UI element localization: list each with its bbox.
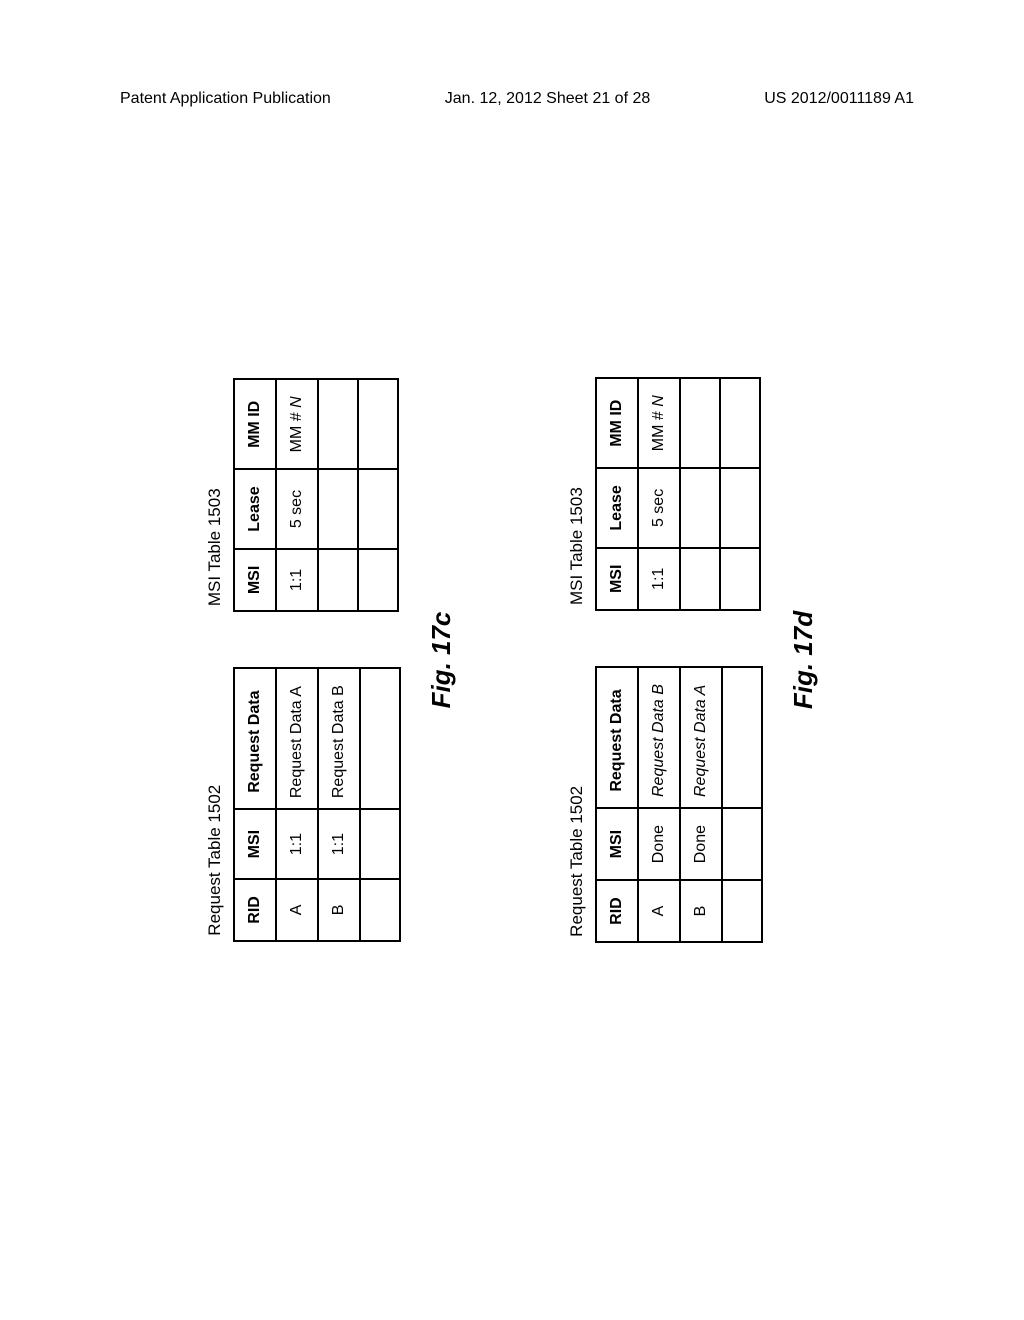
cell-mmid: MM # N bbox=[276, 379, 318, 469]
table-row: B Done Request Data A bbox=[680, 667, 722, 942]
table-row-empty bbox=[318, 379, 358, 611]
msi-table-title-c: MSI Table 1503 bbox=[205, 378, 225, 612]
figure-label-d: Fig. 17d bbox=[788, 611, 819, 709]
cell-empty bbox=[318, 379, 358, 469]
cell-empty bbox=[360, 879, 400, 941]
table-row: A 1:1 Request Data A bbox=[276, 668, 318, 941]
tables-row-c: Request Table 1502 RID MSI Request Data … bbox=[205, 378, 401, 941]
table-row: A Done Request Data B bbox=[638, 667, 680, 942]
msi-table-c: MSI Lease MM ID 1:1 5 sec MM # N bbox=[233, 378, 399, 612]
msi-table-title-d: MSI Table 1503 bbox=[567, 377, 587, 611]
cell-empty bbox=[680, 468, 720, 547]
cell-rid: A bbox=[276, 879, 318, 941]
cell-msi: Done bbox=[680, 808, 722, 880]
cell-data: Request Data A bbox=[680, 667, 722, 808]
cell-empty bbox=[722, 880, 762, 942]
table-header-row: MSI Lease MM ID bbox=[596, 378, 638, 610]
cell-msi: 1:1 bbox=[318, 809, 360, 879]
cell-empty bbox=[318, 469, 358, 548]
cell-empty bbox=[358, 379, 398, 469]
msi-table-group-d: MSI Table 1503 MSI Lease MM ID 1:1 bbox=[567, 377, 761, 611]
request-table-d: RID MSI Request Data A Done Request Data… bbox=[595, 666, 763, 943]
table-row-empty bbox=[720, 378, 760, 610]
col-request-data: Request Data bbox=[234, 668, 276, 809]
table-header-row: RID MSI Request Data bbox=[596, 667, 638, 942]
figure-label-c: Fig. 17c bbox=[426, 612, 457, 709]
header-left: Patent Application Publication bbox=[120, 90, 331, 108]
table-row: 1:1 5 sec MM # N bbox=[638, 378, 680, 610]
request-table-group-c: Request Table 1502 RID MSI Request Data … bbox=[205, 667, 401, 942]
cell-data: Request Data B bbox=[318, 668, 360, 809]
col-lease: Lease bbox=[596, 468, 638, 547]
cell-mmid: MM # N bbox=[638, 378, 680, 468]
header-right: US 2012/0011189 A1 bbox=[764, 90, 914, 108]
col-msi: MSI bbox=[596, 548, 638, 610]
col-msi: MSI bbox=[234, 549, 276, 611]
cell-empty bbox=[360, 809, 400, 879]
cell-rid: B bbox=[318, 879, 360, 941]
msi-table-d: MSI Lease MM ID 1:1 5 sec MM # N bbox=[595, 377, 761, 611]
col-msi: MSI bbox=[596, 808, 638, 880]
figure-17d: Request Table 1502 RID MSI Request Data … bbox=[567, 210, 819, 1110]
request-table-title-c: Request Table 1502 bbox=[205, 667, 225, 942]
figure-17c: Request Table 1502 RID MSI Request Data … bbox=[205, 210, 457, 1110]
header-center: Jan. 12, 2012 Sheet 21 of 28 bbox=[445, 90, 651, 108]
cell-empty bbox=[722, 808, 762, 880]
cell-empty bbox=[722, 667, 762, 808]
cell-rid: A bbox=[638, 880, 680, 942]
table-row-empty bbox=[680, 378, 720, 610]
msi-table-group-c: MSI Table 1503 MSI Lease MM ID 1:1 bbox=[205, 378, 399, 612]
table-row-empty bbox=[722, 667, 762, 942]
cell-empty bbox=[680, 548, 720, 610]
rotated-content: Request Table 1502 RID MSI Request Data … bbox=[205, 210, 819, 1110]
page-header: Patent Application Publication Jan. 12, … bbox=[0, 90, 1024, 108]
col-request-data: Request Data bbox=[596, 667, 638, 808]
col-rid: RID bbox=[596, 880, 638, 942]
col-lease: Lease bbox=[234, 469, 276, 548]
col-msi: MSI bbox=[234, 809, 276, 879]
cell-msi: 1:1 bbox=[638, 548, 680, 610]
table-row: B 1:1 Request Data B bbox=[318, 668, 360, 941]
cell-msi: 1:1 bbox=[276, 549, 318, 611]
request-table-title-d: Request Table 1502 bbox=[567, 666, 587, 943]
col-mmid: MM ID bbox=[234, 379, 276, 469]
table-row-empty bbox=[360, 668, 400, 941]
cell-empty bbox=[720, 548, 760, 610]
cell-empty bbox=[720, 378, 760, 468]
content-area: Request Table 1502 RID MSI Request Data … bbox=[0, 160, 1024, 1160]
cell-rid: B bbox=[680, 880, 722, 942]
cell-empty bbox=[720, 468, 760, 547]
cell-msi: Done bbox=[638, 808, 680, 880]
request-table-group-d: Request Table 1502 RID MSI Request Data … bbox=[567, 666, 763, 943]
table-row-empty bbox=[358, 379, 398, 611]
table-row: 1:1 5 sec MM # N bbox=[276, 379, 318, 611]
table-header-row: MSI Lease MM ID bbox=[234, 379, 276, 611]
table-header-row: RID MSI Request Data bbox=[234, 668, 276, 941]
cell-empty bbox=[360, 668, 400, 809]
cell-empty bbox=[358, 469, 398, 548]
cell-lease: 5 sec bbox=[276, 469, 318, 548]
cell-data: Request Data A bbox=[276, 668, 318, 809]
col-mmid: MM ID bbox=[596, 378, 638, 468]
col-rid: RID bbox=[234, 879, 276, 941]
cell-empty bbox=[318, 549, 358, 611]
cell-empty bbox=[680, 378, 720, 468]
cell-empty bbox=[358, 549, 398, 611]
cell-lease: 5 sec bbox=[638, 468, 680, 547]
request-table-c: RID MSI Request Data A 1:1 Request Data … bbox=[233, 667, 401, 942]
cell-msi: 1:1 bbox=[276, 809, 318, 879]
cell-data: Request Data B bbox=[638, 667, 680, 808]
tables-row-d: Request Table 1502 RID MSI Request Data … bbox=[567, 377, 763, 943]
